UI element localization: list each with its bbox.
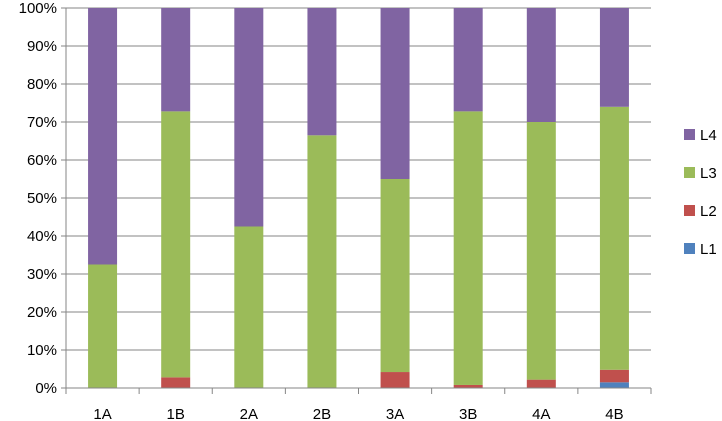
bar-segment-l4-3a [380, 8, 410, 179]
y-tick-label: 50% [27, 190, 57, 207]
bar-segment-l3-3b [453, 111, 483, 385]
bar-segment-l4-2b [307, 8, 337, 136]
legend-label-l3: L3 [700, 165, 717, 182]
bar-segment-l2-4b [599, 369, 629, 383]
bar-segment-l4-1a [88, 8, 118, 265]
y-tick-labels: 0% 10% 20% 30% 40% 50% 60% 70% 80% 90% 100% [19, 0, 57, 397]
bar-segment-l4-1b [161, 8, 191, 112]
bar-segment-l3-4a [526, 122, 556, 380]
x-tick-label: 3A [386, 406, 404, 421]
legend-label-l2: L2 [700, 203, 717, 220]
y-tick-label: 80% [27, 76, 57, 93]
x-tick-label: 1B [167, 406, 185, 421]
bars [88, 8, 629, 388]
y-tick-label: 70% [27, 114, 57, 131]
y-tick-label: 100% [19, 0, 57, 17]
bar-segment-l3-3a [380, 179, 410, 373]
bar-segment-l3-1b [161, 111, 191, 378]
y-tick-label: 0% [35, 380, 57, 397]
legend-swatch-l1 [684, 243, 695, 254]
legend-swatch-l4 [684, 129, 695, 140]
x-tick-labels: 1A 1B 2A 2B 3A 3B 4A 4B [93, 406, 623, 421]
axes [61, 7, 652, 394]
x-tick-label: 3B [459, 406, 477, 421]
bar-segment-l2-3b [453, 384, 483, 388]
legend-label-l4: L4 [700, 127, 717, 144]
bar-segment-l3-2b [307, 135, 337, 388]
legend-swatch-l2 [684, 205, 695, 216]
bar-segment-l3-2a [234, 226, 264, 388]
bar-segment-l4-4a [526, 8, 556, 122]
y-tick-label: 30% [27, 266, 57, 283]
bar-segment-l4-3b [453, 8, 483, 112]
y-tick-label: 90% [27, 38, 57, 55]
bar-segment-l4-2a [234, 8, 264, 227]
bar-segment-l2-4a [526, 379, 556, 388]
legend-label-l1: L1 [700, 241, 717, 258]
x-tick-label: 4B [605, 406, 623, 421]
bar-segment-l1-4b [599, 382, 629, 388]
y-tick-label: 40% [27, 228, 57, 245]
x-tick-label: 1A [93, 406, 111, 421]
x-tick-label: 2B [313, 406, 331, 421]
y-tick-label: 10% [27, 342, 57, 359]
legend-swatch-l3 [684, 167, 695, 178]
bar-segment-l3-4b [599, 106, 629, 370]
y-tick-label: 20% [27, 304, 57, 321]
bar-segment-l2-1b [161, 377, 191, 388]
bar-segment-l3-1a [88, 264, 118, 388]
bar-segment-l2-3a [380, 372, 410, 388]
x-tick-label: 2A [240, 406, 258, 421]
y-tick-label: 60% [27, 152, 57, 169]
bar-segment-l4-4b [599, 8, 629, 107]
x-tick-label: 4A [532, 406, 550, 421]
gridlines [66, 7, 651, 389]
legend: L4 L3 L2 L1 [684, 127, 717, 258]
